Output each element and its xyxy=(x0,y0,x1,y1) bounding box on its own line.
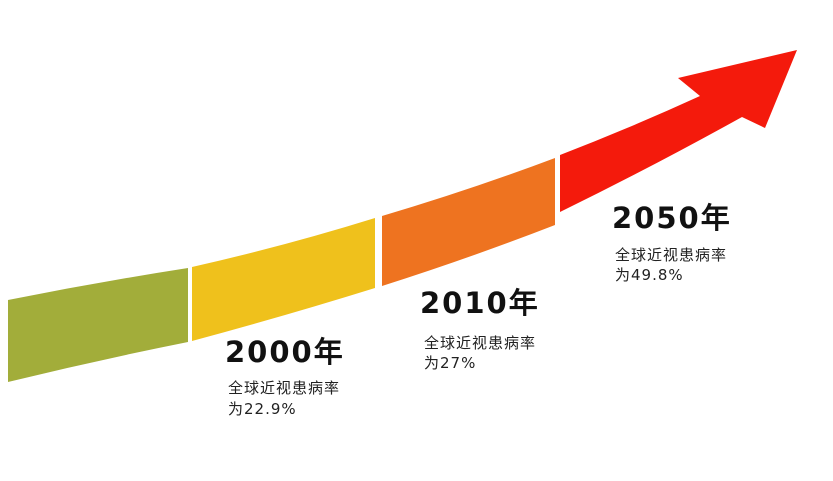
milestone-rate: 为22.9% xyxy=(228,400,297,418)
milestone-year: 2000年 xyxy=(225,335,345,369)
arrow-segment-yellow xyxy=(192,218,375,341)
milestone-label: 全球近视患病率 xyxy=(228,379,340,397)
arrow-segment-green xyxy=(8,268,188,382)
milestone-year: 2010年 xyxy=(420,286,540,320)
milestone-label: 全球近视患病率 xyxy=(615,246,727,264)
milestone-rate: 为49.8% xyxy=(615,266,684,284)
milestone-rate: 为27% xyxy=(424,354,476,372)
milestone-label: 全球近视患病率 xyxy=(424,334,536,352)
arrow-segment-red xyxy=(560,50,797,212)
milestone-year: 2050年 xyxy=(612,201,732,235)
arrow-segment-orange xyxy=(382,158,555,286)
